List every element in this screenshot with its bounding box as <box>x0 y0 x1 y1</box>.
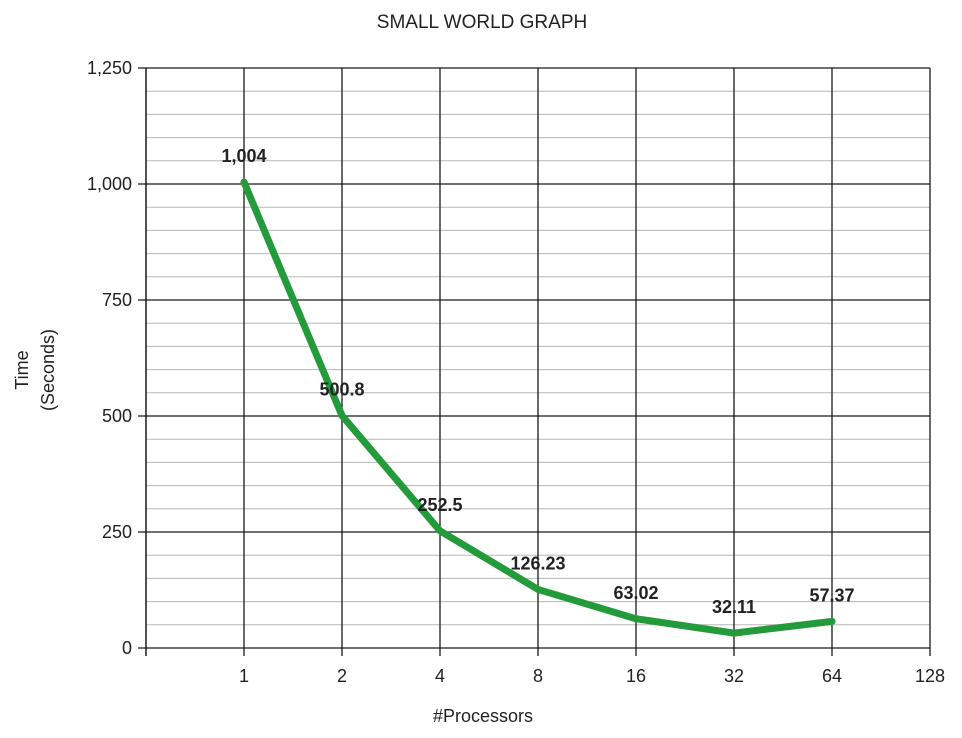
x-tick-label: 16 <box>626 666 646 686</box>
data-point <box>632 615 640 623</box>
x-tick-label: 2 <box>337 666 347 686</box>
y-tick-label: 500 <box>102 406 132 426</box>
data-point <box>338 412 346 420</box>
major-grid <box>138 67 931 656</box>
data-point <box>240 178 248 186</box>
x-tick-label: 64 <box>822 666 842 686</box>
y-tick-label: 250 <box>102 522 132 542</box>
data-label: 500.8 <box>319 380 364 400</box>
data-label: 1,004 <box>221 146 266 166</box>
x-tick-label: 8 <box>533 666 543 686</box>
x-tick-label: 128 <box>915 666 945 686</box>
axes: 0 250 500 750 1,000 1,250 1 2 4 8 16 32 64 128 <box>87 58 945 686</box>
data-point <box>534 585 542 593</box>
data-label: 126.23 <box>510 553 565 573</box>
y-tick-label: 1,000 <box>87 174 132 194</box>
x-tick-label: 1 <box>239 666 249 686</box>
data-point <box>436 527 444 535</box>
y-axis-label-line-1: Time <box>12 350 32 389</box>
series-layer <box>240 178 836 637</box>
labels-layer: 1,004 500.8 252.5 126.23 63.02 32.11 57.37 <box>221 146 854 617</box>
data-point <box>730 629 738 637</box>
chart-title: SMALL WORLD GRAPH <box>377 12 587 33</box>
data-label: 57.37 <box>809 585 854 605</box>
data-label: 252.5 <box>417 495 462 515</box>
data-point <box>828 617 836 625</box>
data-label: 63.02 <box>613 583 658 603</box>
y-tick-label: 1,250 <box>87 58 132 78</box>
y-tick-label: 750 <box>102 290 132 310</box>
y-tick-label: 0 <box>122 638 132 658</box>
y-axis-label: Time (Seconds) <box>12 329 58 411</box>
x-tick-label: 32 <box>724 666 744 686</box>
x-tick-label: 4 <box>435 666 445 686</box>
x-axis-label: #Processors <box>433 706 533 726</box>
y-axis-label-line-2: (Seconds) <box>38 329 58 411</box>
data-label: 32.11 <box>712 597 756 617</box>
